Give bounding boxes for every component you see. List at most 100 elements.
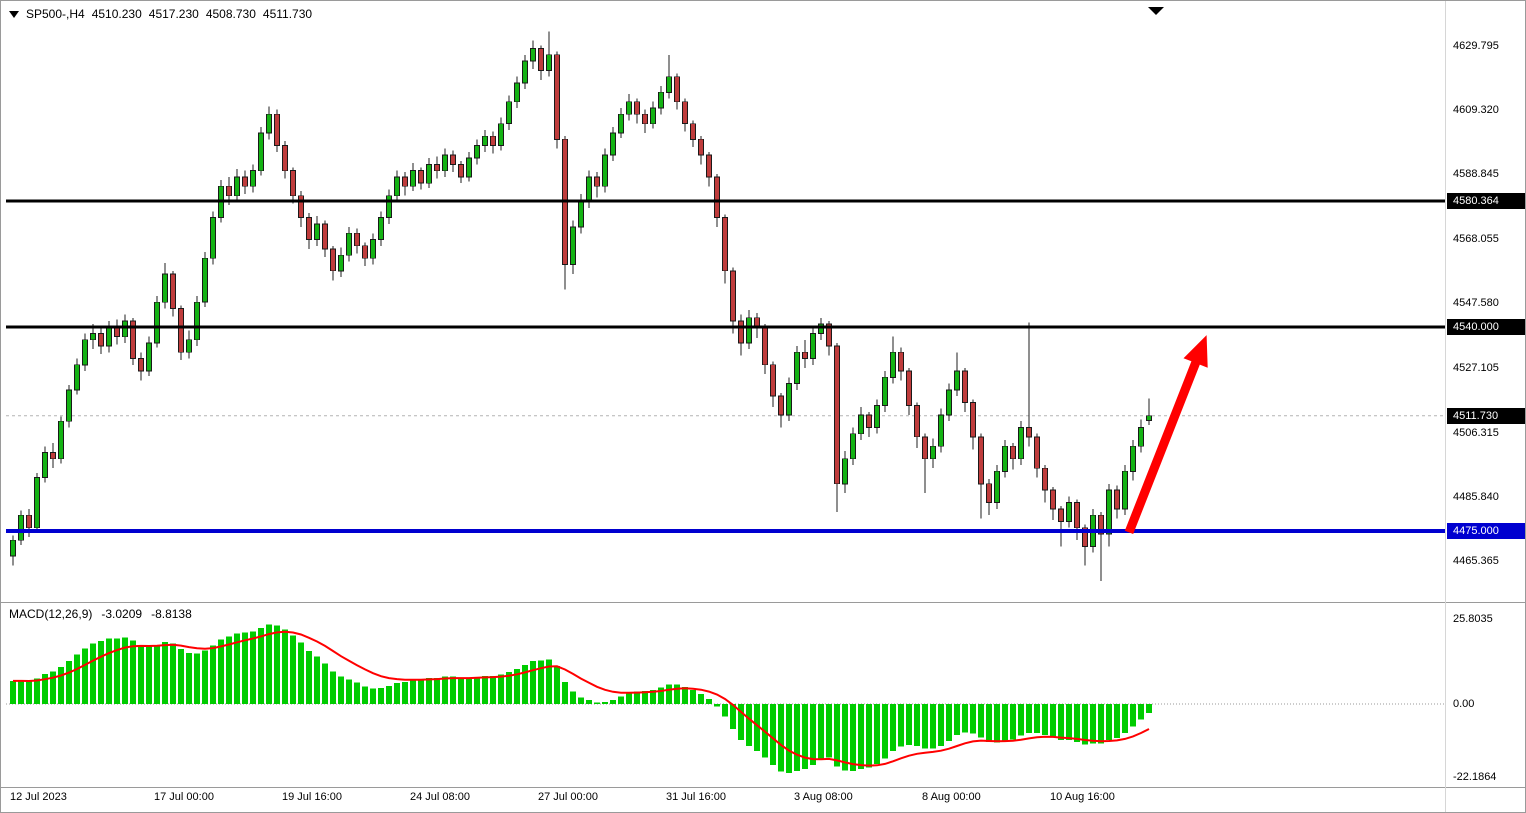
bear-candle (298, 195, 304, 218)
bear-candle (322, 223, 328, 250)
macd-histogram-bar (122, 637, 128, 704)
macd-histogram-bar (666, 684, 672, 704)
bull-candle (658, 91, 664, 109)
bear-candle (690, 123, 696, 140)
bear-candle (634, 101, 640, 115)
macd-histogram-bar (1042, 704, 1048, 735)
bull-candle (66, 389, 72, 422)
bull-candle (194, 301, 200, 341)
bull-candle (106, 326, 112, 347)
macd-histogram-bar (82, 648, 88, 704)
macd-histogram-bar (378, 687, 384, 704)
macd-histogram-bar (882, 704, 888, 759)
macd-histogram-bar (714, 704, 720, 707)
macd-histogram-bar (1130, 704, 1136, 727)
bear-candle (402, 176, 408, 187)
macd-histogram-bar (274, 625, 280, 704)
candles (10, 31, 1152, 581)
bear-candle (362, 245, 368, 259)
bull-candle (786, 383, 792, 416)
bear-candle (434, 163, 440, 172)
macd-histogram-bar (970, 704, 976, 734)
bull-candle (810, 333, 816, 360)
macd-histogram-bar (58, 666, 64, 704)
bear-candle (138, 358, 144, 372)
symbol-dropdown-icon[interactable] (9, 10, 19, 18)
bear-candle (730, 270, 736, 322)
macd-histogram-bar (330, 671, 336, 704)
bull-candle (266, 113, 272, 134)
bear-candle (554, 54, 560, 140)
macd-histogram-bar (594, 702, 600, 704)
macd-histogram-bar (1082, 704, 1088, 745)
macd-histogram-bar (778, 704, 784, 772)
macd-histogram-bar (218, 639, 224, 704)
macd-histogram-bar (474, 677, 480, 704)
quote-open: 4510.230 (91, 7, 142, 21)
macd-histogram-bar (538, 660, 544, 704)
bull-candle (146, 342, 152, 372)
trend-arrow[interactable] (1124, 335, 1208, 534)
bull-candle (154, 301, 160, 344)
macd-histogram-bar (946, 704, 952, 741)
macd-histogram-bar (10, 680, 16, 704)
bear-candle (1098, 514, 1104, 535)
bear-candle (706, 154, 712, 178)
macd-histogram-bar (18, 680, 24, 704)
bear-candle (330, 248, 336, 272)
macd-histogram-bar (562, 682, 568, 704)
bull-candle (994, 470, 1000, 503)
bear-candle (354, 232, 360, 247)
macd-histogram-bar (530, 661, 536, 704)
macd-histogram-bar (922, 704, 928, 749)
macd-histogram-bar (90, 643, 96, 704)
bull-candle (250, 170, 256, 187)
bull-candle (410, 170, 416, 187)
macd-histogram-bar (34, 678, 40, 704)
macd-histogram-bar (978, 704, 984, 738)
bull-candle (58, 420, 64, 460)
macd-histogram-bar (362, 686, 368, 704)
macd-histogram-bar (682, 686, 688, 704)
chart-shift-icon[interactable] (1148, 7, 1164, 15)
macd-histogram-bar (242, 632, 248, 704)
bull-candle (314, 223, 320, 240)
bull-candle (202, 257, 208, 303)
bear-candle (274, 113, 280, 147)
bear-candle (1010, 445, 1016, 460)
bull-candle (466, 157, 472, 178)
macd-histogram-bar (74, 654, 80, 704)
macd-histogram-bar (1026, 704, 1032, 733)
bear-candle (1026, 427, 1032, 438)
macd-histogram-bar (1074, 704, 1080, 742)
bull-candle (42, 452, 48, 479)
indicator-value-signal: -8.8138 (151, 607, 192, 621)
macd-histogram-bar (226, 636, 232, 704)
macd-histogram-bar (450, 676, 456, 704)
bear-candle (418, 170, 424, 184)
macd-histogram-bar (810, 704, 816, 765)
bear-candle (1034, 436, 1040, 469)
bull-candle (90, 333, 96, 341)
macd-histogram-bar (602, 702, 608, 704)
macd-histogram-bar (186, 652, 192, 704)
bear-candle (290, 170, 296, 197)
bull-candle (602, 154, 608, 187)
bear-candle (722, 217, 728, 272)
macd-histogram-bar (1106, 704, 1112, 740)
macd-histogram-bar (506, 672, 512, 704)
macd-histogram-bar (138, 644, 144, 704)
macd-histogram-bar (962, 704, 968, 733)
bull-candle (482, 135, 488, 146)
macd-histogram-bar (426, 678, 432, 704)
bear-candle (306, 217, 312, 240)
bear-candle (170, 273, 176, 309)
macd-histogram-bar (234, 633, 240, 704)
macd-histogram-bar (314, 656, 320, 704)
macd-histogram-bar (1146, 704, 1152, 714)
macd-histogram-bar (834, 704, 840, 767)
bear-candle (282, 145, 288, 172)
macd-histogram-bar (298, 642, 304, 704)
chart-header: SP500-,H4 4510.230 4517.230 4508.730 451… (9, 7, 312, 21)
